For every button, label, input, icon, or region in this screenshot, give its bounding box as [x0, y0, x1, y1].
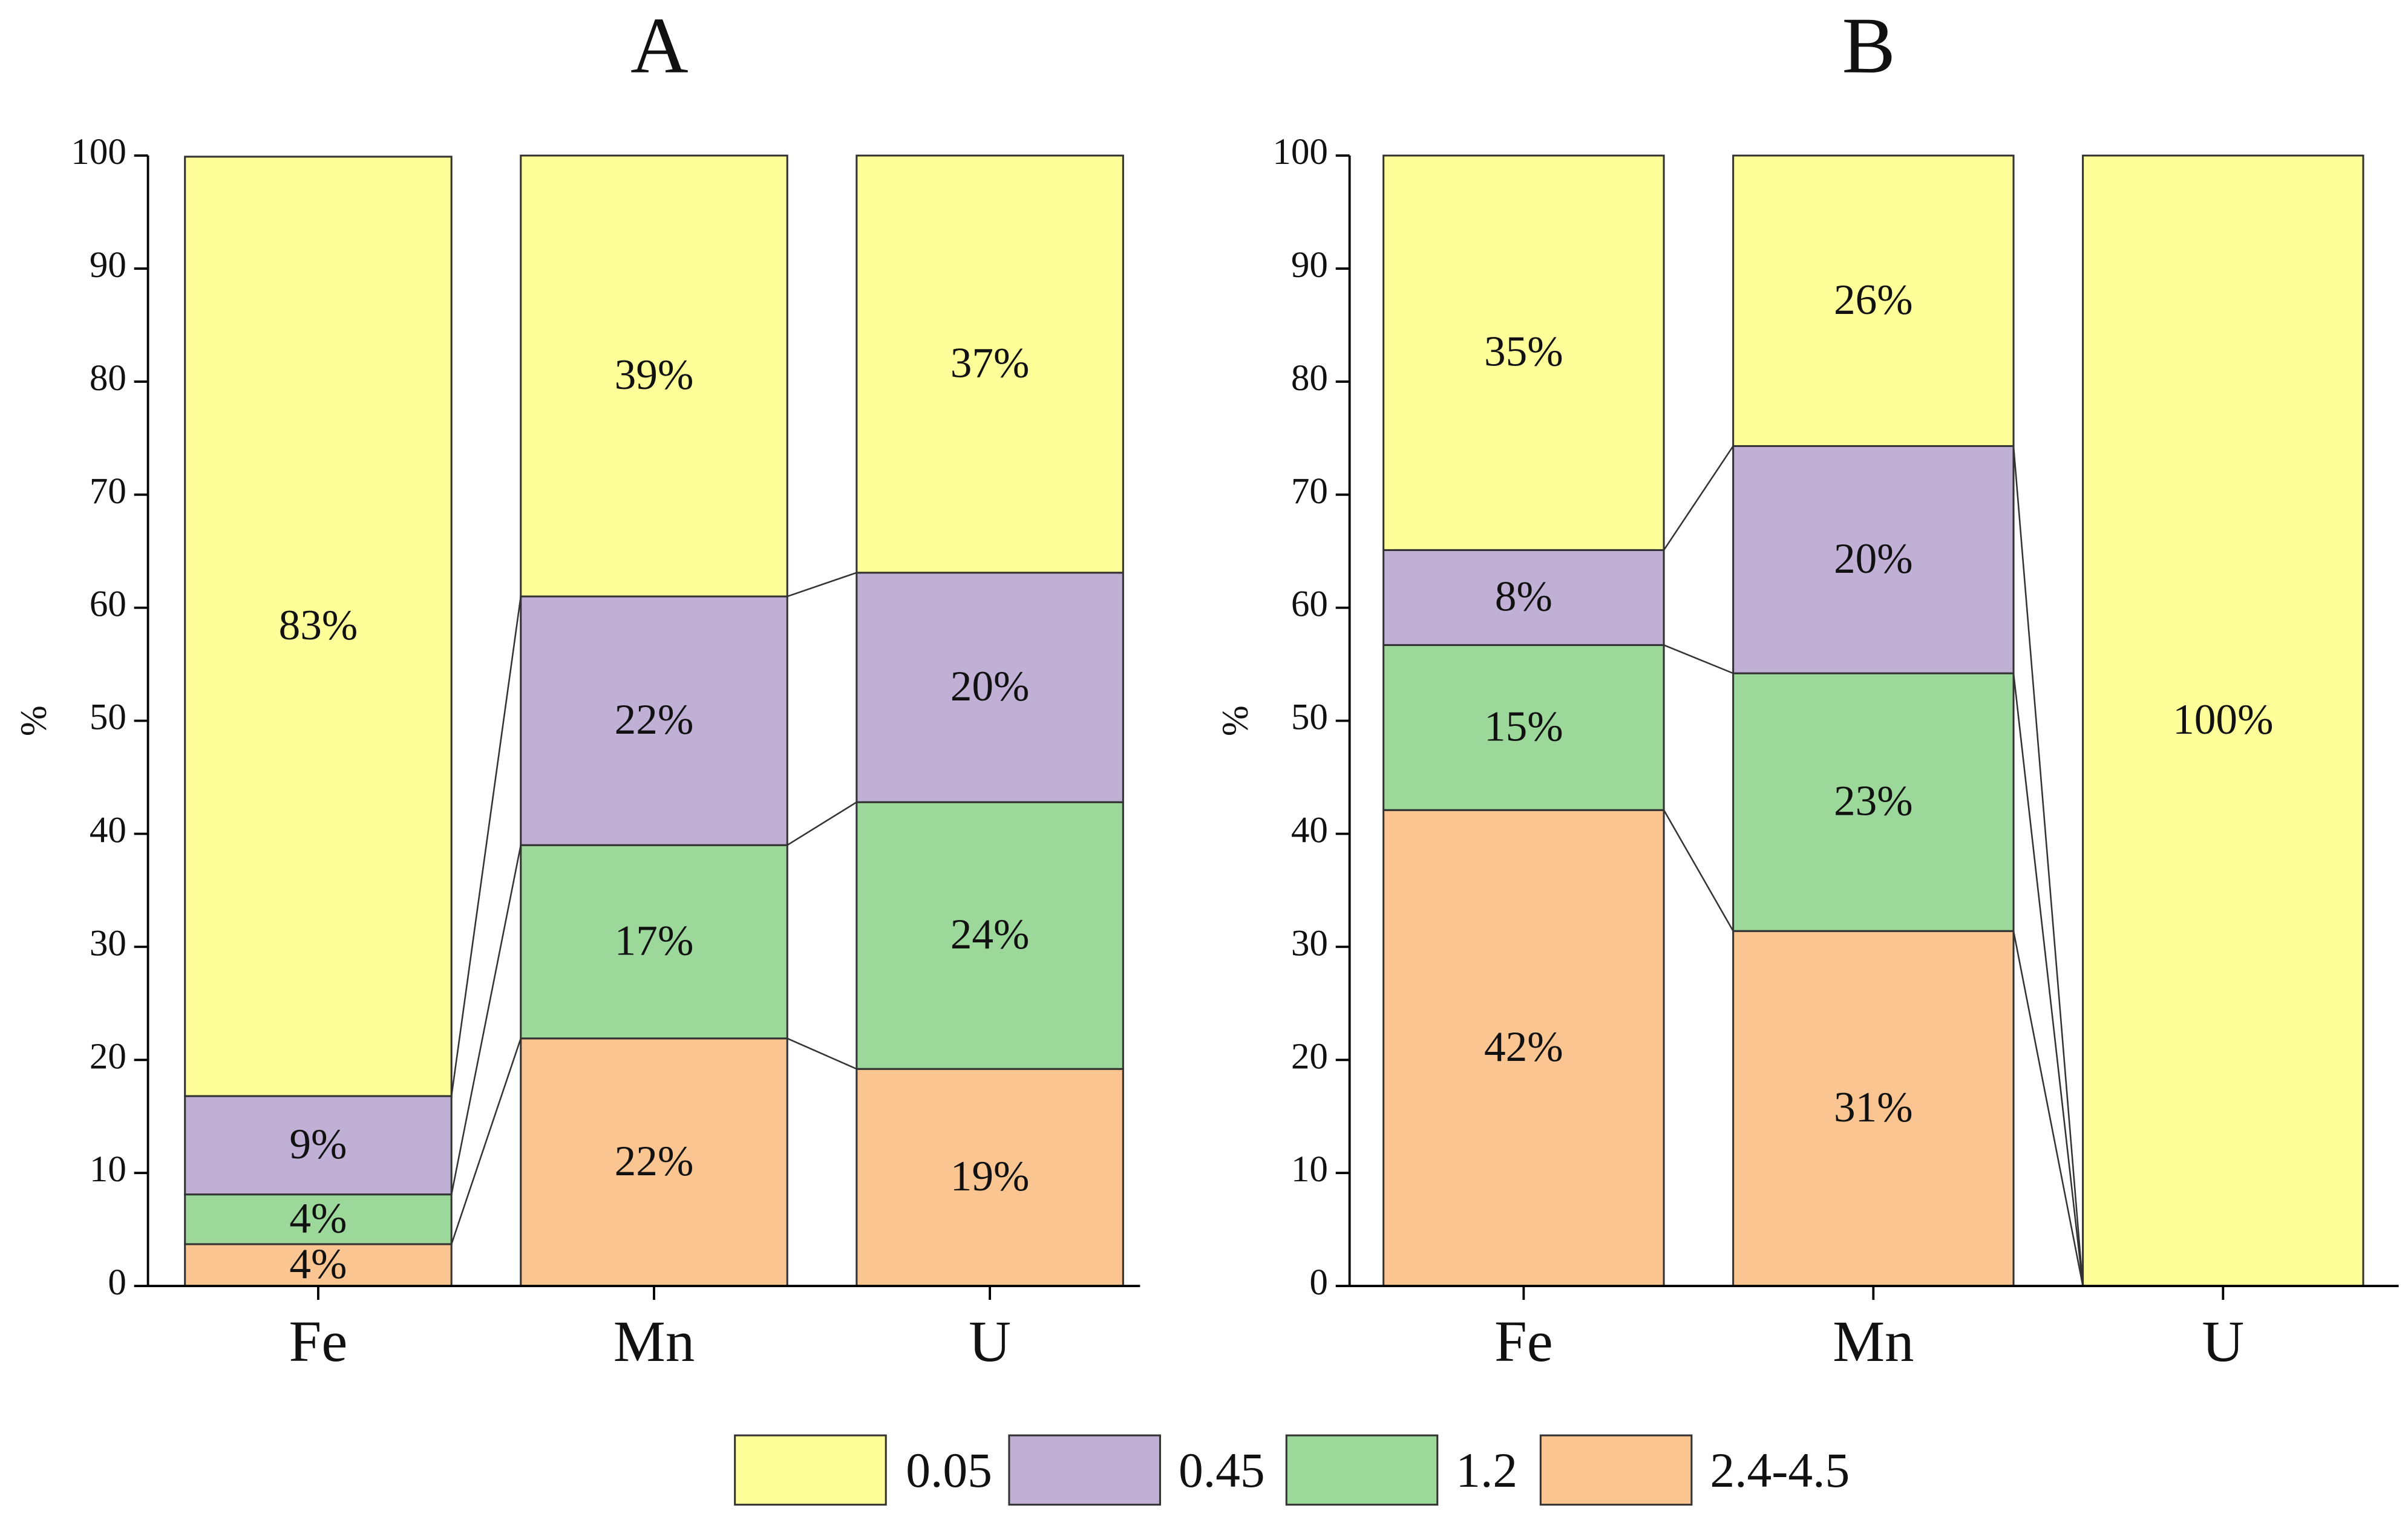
- connector-line: [2012, 930, 2084, 1287]
- x-tick-label: Fe: [289, 1309, 348, 1374]
- y-tick-label: 60: [1291, 584, 1328, 625]
- bar-segment: [856, 154, 1124, 574]
- y-axis-label: %: [13, 705, 54, 736]
- value-label: 22%: [615, 1137, 694, 1185]
- value-label: 19%: [950, 1152, 1030, 1200]
- bar-segment: [856, 801, 1124, 1070]
- value-label: 37%: [950, 339, 1030, 387]
- y-tick-label: 70: [90, 471, 126, 512]
- x-tick-label: U: [2202, 1309, 2244, 1374]
- value-label: 23%: [1834, 777, 1913, 825]
- legend-swatch: [1539, 1434, 1693, 1506]
- y-tick-label: 90: [90, 245, 126, 285]
- connector-line: [1663, 644, 1734, 674]
- legend-label: 0.05: [906, 1443, 992, 1498]
- legend-swatch: [1008, 1434, 1161, 1506]
- y-tick-label: 70: [1291, 471, 1328, 512]
- value-label: 9%: [289, 1120, 347, 1168]
- y-tick-label: 0: [1309, 1262, 1328, 1303]
- y-tick-label: 100: [71, 132, 126, 172]
- y-tick-label: 20: [90, 1036, 126, 1077]
- y-tick-label: 30: [90, 923, 126, 964]
- value-label: 24%: [950, 910, 1030, 958]
- bar-segment: [1732, 445, 2015, 674]
- y-tick-label: 0: [108, 1262, 126, 1303]
- bar-segment: [1732, 930, 2015, 1287]
- value-label: 4%: [289, 1194, 347, 1242]
- value-label: 31%: [1834, 1083, 1913, 1131]
- value-label: 35%: [1484, 328, 1563, 376]
- value-label: 20%: [950, 662, 1030, 710]
- value-label: 100%: [2173, 696, 2273, 743]
- bar-segment: [184, 1095, 453, 1196]
- connector-line: [787, 1037, 857, 1070]
- y-axis-label: %: [1215, 705, 1255, 736]
- connector-line: [2012, 446, 2084, 1287]
- bar-segment: [1382, 549, 1665, 646]
- x-tick-label: Mn: [613, 1309, 695, 1374]
- value-label: 26%: [1834, 276, 1913, 324]
- connector-line: [2012, 673, 2084, 1287]
- legend-swatch: [1285, 1434, 1439, 1506]
- value-label: 8%: [1495, 572, 1552, 620]
- connector-line: [450, 1038, 522, 1245]
- y-tick-label: 10: [1291, 1149, 1328, 1190]
- bar-segment: [1382, 644, 1665, 811]
- value-label: 17%: [615, 916, 694, 964]
- y-tick-label: 30: [1291, 923, 1328, 964]
- connector-line: [1663, 445, 1734, 551]
- bar-segment: [856, 1068, 1124, 1287]
- y-tick-label: 50: [90, 697, 126, 738]
- x-tick-label: U: [969, 1309, 1011, 1374]
- y-tick-label: 80: [1291, 358, 1328, 399]
- bar-segment: [184, 155, 453, 1097]
- y-tick-label: 20: [1291, 1036, 1328, 1077]
- bar-segment: [184, 1193, 453, 1245]
- value-label: 22%: [615, 696, 694, 743]
- connector-line: [1663, 809, 1734, 931]
- bar-segment: [1382, 154, 1665, 551]
- value-label: 42%: [1484, 1023, 1563, 1071]
- connector-line: [787, 801, 857, 846]
- chart-title: B: [1842, 1, 1896, 90]
- bar-segment: [520, 844, 788, 1040]
- legend-label: 2.4-4.5: [1710, 1443, 1850, 1498]
- y-tick-label: 40: [1291, 811, 1328, 851]
- legend-label: 0.45: [1179, 1443, 1265, 1498]
- bar-segment: [2082, 154, 2364, 1287]
- y-tick-label: 60: [90, 584, 126, 625]
- value-label: 4%: [289, 1240, 347, 1288]
- bar-segment: [1732, 672, 2015, 932]
- value-label: 15%: [1484, 702, 1563, 750]
- bar-segment: [856, 572, 1124, 803]
- bar-segment: [520, 1037, 788, 1287]
- y-tick-label: 90: [1291, 245, 1328, 285]
- value-label: 20%: [1834, 535, 1913, 582]
- y-tick-label: 80: [90, 358, 126, 399]
- bar-segment: [520, 154, 788, 598]
- y-tick-label: 40: [90, 811, 126, 851]
- value-label: 39%: [615, 351, 694, 399]
- bar-segment: [1382, 809, 1665, 1287]
- x-tick-label: Mn: [1833, 1309, 1914, 1374]
- y-tick-label: 100: [1272, 132, 1328, 172]
- value-label: 83%: [279, 601, 358, 649]
- x-tick-label: Fe: [1494, 1309, 1553, 1374]
- connector-line: [787, 572, 857, 598]
- connector-line: [450, 596, 522, 1097]
- bar-segment: [1732, 154, 2015, 448]
- chart-title: A: [630, 1, 689, 90]
- y-tick-label: 50: [1291, 697, 1328, 738]
- connector-line: [450, 844, 522, 1195]
- legend-label: 1.2: [1456, 1443, 1517, 1498]
- legend-swatch: [734, 1434, 887, 1506]
- y-tick-label: 10: [90, 1149, 126, 1190]
